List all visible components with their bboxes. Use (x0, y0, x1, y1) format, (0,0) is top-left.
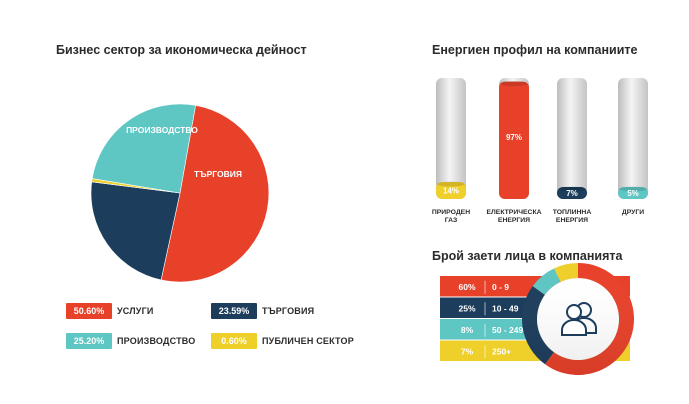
legend-label: ПУБЛИЧЕН СЕКТОР (262, 336, 354, 346)
energy-bar-value: 5% (627, 189, 639, 198)
legend-item-търговия: 23.59% ТЪРГОВИЯ (211, 303, 314, 319)
employees-row-value: 8% (461, 325, 474, 335)
energy-category-label: ЕНЕРГИЯ (556, 217, 588, 224)
employees-chart-title: Брой заети лица в компанията (432, 249, 623, 263)
legend-label: ТЪРГОВИЯ (262, 306, 315, 316)
legend-item-услуги: 50.60% УСЛУГИ (66, 303, 154, 319)
energy-bar-value: 14% (443, 187, 459, 196)
employees-row-category: 250+ (492, 346, 511, 356)
employees-row-category: 0 - 9 (492, 282, 509, 292)
energy-category-label: ЕНЕРГИЯ (498, 217, 530, 224)
employees-row-value: 25% (458, 303, 475, 313)
energy-bar-fill (436, 182, 466, 199)
energy-bar-cap (619, 186, 647, 192)
energy-chart-title: Енергиен профил на компаниите (432, 43, 638, 57)
pie-slice-услуги (160, 105, 270, 283)
employees-row-value: 7% (461, 346, 474, 356)
legend-value-badge: 23.59% (211, 303, 257, 319)
employees-chart: 60% 0 - 9 25% 10 - 49 8% 50 - 249 7% 250+ (440, 263, 635, 376)
energy-bar-fill (618, 187, 648, 199)
energy-bar-fill (557, 187, 587, 199)
legend-item-производство: 25.20% ПРОИЗВОДСТВО (66, 333, 195, 349)
energy-category-label: ПРИРОДЕН (432, 209, 470, 216)
energy-category-label: ДРУГИ (622, 209, 644, 216)
energy-category-label: ЕЛЕКТРИЧЕСКА (487, 209, 542, 216)
legend-label: ПРОИЗВОДСТВО (117, 336, 196, 346)
pie-label-търговия: ТЪРГОВИЯ (194, 169, 242, 179)
pie-slice-търговия (90, 181, 181, 281)
energy-bar-chart: 14%ПРИРОДЕНГАЗ97%ЕЛЕКТРИЧЕСКАЕНЕРГИЯ7%ТО… (432, 78, 648, 224)
pie-slice-производство (91, 103, 196, 194)
sector-chart-title: Бизнес сектор за икономическа дейност (56, 43, 307, 57)
energy-bar-value: 7% (566, 189, 578, 198)
legend-item-публичен-сектор: 0.60% ПУБЛИЧЕН СЕКТОР (211, 333, 354, 349)
employees-row-category: 50 - 249 (492, 325, 523, 335)
legend-label: УСЛУГИ (117, 306, 154, 316)
energy-bar-cap (437, 181, 465, 187)
energy-bar-fill (499, 81, 529, 199)
employees-row-value: 60% (458, 282, 475, 292)
energy-bar-cap (558, 186, 586, 192)
energy-bar-track (436, 78, 466, 199)
energy-category-label: ТОПЛИННА (553, 209, 592, 216)
pie-label-производство: ПРОИЗВОДСТВО (126, 125, 198, 135)
energy-bar-value: 97% (506, 133, 522, 142)
sector-pie-chart: УСЛУГИТЪРГОВИЯПРОИЗВОДСТВО (90, 103, 270, 283)
energy-bar-cap (500, 81, 528, 87)
employees-row-category: 10 - 49 (492, 303, 519, 313)
energy-bar-track (618, 78, 648, 199)
legend-value-badge: 25.20% (66, 333, 112, 349)
people-icon (561, 302, 597, 336)
energy-bar-track (557, 78, 587, 199)
legend-value-badge: 50.60% (66, 303, 112, 319)
legend-value-badge: 0.60% (211, 333, 257, 349)
energy-category-label: ГАЗ (445, 217, 458, 224)
